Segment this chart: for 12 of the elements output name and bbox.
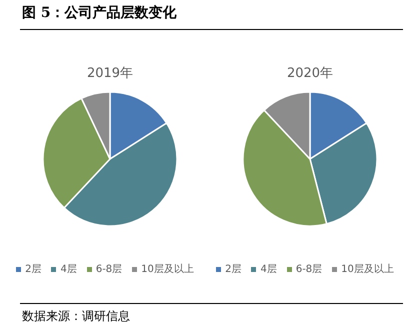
- legend-label: 4层: [60, 264, 77, 275]
- caption: 图 5：公司产品层数变化: [22, 4, 177, 22]
- legend-label: 2层: [225, 264, 242, 275]
- legend-label: 10层及以上: [141, 264, 194, 275]
- legend-label: 6-8层: [96, 264, 122, 275]
- legend-label: 2层: [25, 264, 42, 275]
- chart-title: 2020年: [286, 65, 334, 83]
- source-note: 数据来源：调研信息: [22, 308, 130, 325]
- legend-label: 6-8层: [296, 264, 322, 275]
- chart-title: 2019年: [86, 65, 134, 83]
- legend-label: 4层: [260, 264, 277, 275]
- legend-label: 10层及以上: [341, 264, 394, 275]
